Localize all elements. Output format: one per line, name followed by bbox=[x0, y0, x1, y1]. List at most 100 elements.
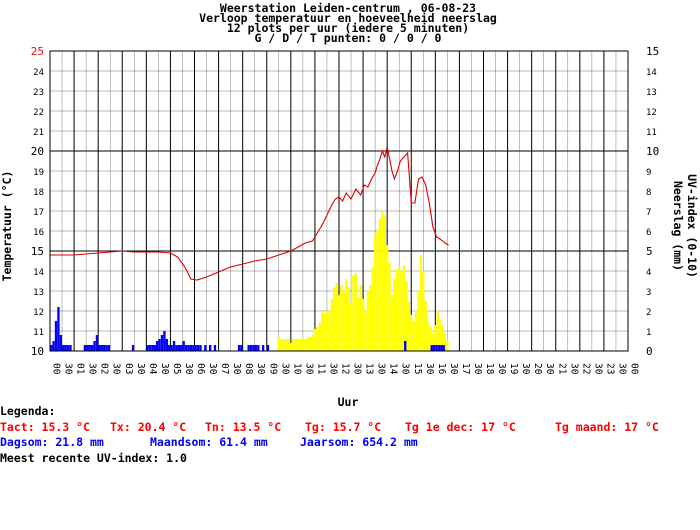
uv-bar bbox=[330, 299, 333, 351]
precipitation-bar bbox=[158, 339, 161, 351]
precipitation-bar bbox=[88, 345, 91, 351]
precipitation-bar bbox=[146, 345, 149, 351]
uv-bar bbox=[301, 337, 305, 351]
uv-bar bbox=[294, 339, 297, 351]
y-tick-label-right: 10 bbox=[646, 145, 659, 158]
x-tick-label: 30 bbox=[63, 363, 74, 375]
y-tick-label-right: 3 bbox=[646, 288, 651, 298]
y-tick-label-left: 24 bbox=[33, 68, 44, 78]
x-tick-label: 11 bbox=[315, 363, 326, 375]
uv-bar bbox=[373, 235, 377, 351]
uv-bar bbox=[359, 285, 362, 351]
precipitation-bar bbox=[208, 345, 212, 351]
x-tick-label: 30 bbox=[400, 363, 411, 375]
uv-bar bbox=[304, 339, 307, 351]
uv-bar bbox=[424, 301, 427, 351]
legend-tg: Tg: 15.7 °C bbox=[305, 420, 382, 434]
precipitation-bar bbox=[168, 345, 171, 351]
x-tick-label: 09 bbox=[267, 363, 278, 375]
precipitation-bar bbox=[192, 345, 195, 351]
precipitation-bars bbox=[50, 307, 445, 351]
uv-bar bbox=[407, 301, 411, 351]
uv-bar bbox=[410, 315, 413, 351]
precipitation-bar bbox=[155, 341, 159, 351]
precipitation-bar bbox=[69, 345, 72, 351]
uv-bar bbox=[311, 335, 314, 351]
legend-tg-decade: Tg 1e dec: 17 °C bbox=[405, 420, 516, 434]
precipitation-bar bbox=[184, 345, 188, 351]
y-tick-label-right: 13 bbox=[646, 88, 657, 98]
uv-bar bbox=[395, 269, 398, 351]
precipitation-bar bbox=[249, 345, 253, 351]
x-tick-label: 23 bbox=[604, 363, 615, 374]
uv-bar bbox=[320, 311, 324, 351]
y-axis-label-right-precipitation: Neerslag (mm) bbox=[671, 181, 685, 271]
uv-bar bbox=[361, 299, 365, 351]
x-tick-label: 30 bbox=[496, 363, 507, 375]
uv-bar bbox=[369, 285, 372, 351]
precipitation-bar bbox=[213, 345, 217, 351]
x-tick-label: 08 bbox=[243, 363, 254, 375]
precipitation-bar bbox=[430, 345, 433, 351]
x-tick-label: 30 bbox=[544, 363, 555, 375]
uv-bar bbox=[438, 319, 442, 351]
x-tick-label: 20 bbox=[532, 363, 543, 375]
precipitation-bar bbox=[59, 335, 63, 351]
uv-bar bbox=[366, 291, 370, 351]
legend-title: Legenda: bbox=[0, 404, 56, 418]
precipitation-bar bbox=[83, 345, 87, 351]
precipitation-bar bbox=[189, 345, 193, 351]
uv-bars bbox=[277, 211, 449, 351]
uv-bar bbox=[405, 281, 408, 351]
precipitation-bar bbox=[432, 345, 436, 351]
x-tick-label: 30 bbox=[568, 363, 579, 375]
x-tick-label: 05 bbox=[171, 363, 182, 374]
uv-bar bbox=[446, 341, 449, 351]
precipitation-bar bbox=[435, 345, 438, 351]
precipitation-bar bbox=[153, 345, 156, 351]
legend-maandsom: Maandsom: 61.4 mm bbox=[150, 435, 268, 449]
y-tick-label-left: 17 bbox=[33, 208, 44, 218]
x-tick-label: 30 bbox=[303, 363, 314, 375]
uv-bar bbox=[431, 333, 435, 351]
precipitation-bar bbox=[103, 345, 106, 351]
uv-bar bbox=[357, 297, 360, 351]
x-tick-label: 12 bbox=[340, 363, 351, 374]
uv-bar bbox=[376, 229, 379, 351]
y-tick-label-right: 12 bbox=[646, 108, 657, 118]
y-tick-label-right: 8 bbox=[646, 188, 651, 198]
uv-bar bbox=[313, 329, 317, 351]
y-tick-label-left: 23 bbox=[33, 88, 44, 98]
precipitation-bar bbox=[170, 345, 173, 351]
x-tick-label: 02 bbox=[99, 363, 110, 374]
precipitation-bar bbox=[247, 345, 250, 351]
y-axis-label-left: Temperatuur (°C) bbox=[0, 171, 14, 282]
x-tick-label: 00 bbox=[51, 363, 62, 375]
x-tick-label: 22 bbox=[580, 363, 591, 374]
y-tick-label-left: 14 bbox=[33, 268, 44, 278]
x-tick-label: 30 bbox=[135, 363, 146, 375]
y-tick-label-left: 19 bbox=[33, 168, 44, 178]
uv-bar bbox=[441, 325, 444, 351]
y-tick-label-right: 5 bbox=[646, 245, 653, 258]
precipitation-bar bbox=[50, 345, 53, 351]
x-tick-label: 30 bbox=[183, 363, 194, 375]
uv-bar bbox=[328, 311, 331, 351]
uv-bar bbox=[436, 311, 439, 351]
x-tick-label: 30 bbox=[472, 363, 483, 375]
temperature-line bbox=[50, 146, 449, 281]
uv-bar bbox=[414, 311, 418, 351]
precipitation-bar bbox=[172, 341, 176, 351]
x-tick-label: 14 bbox=[388, 363, 399, 375]
axes: 1011121314151617181920212223242501234567… bbox=[31, 45, 660, 375]
uv-bar bbox=[398, 267, 401, 351]
precipitation-bar bbox=[52, 341, 55, 351]
uv-bar bbox=[378, 219, 382, 351]
x-tick-label: 30 bbox=[279, 363, 290, 375]
chart-title-line-3: 12 plots per uur (iedere 5 minuten) bbox=[227, 21, 469, 35]
uv-bar bbox=[292, 339, 295, 351]
uv-bar bbox=[385, 245, 389, 351]
y-axis-label-right-uv: UV-index (0-10) bbox=[685, 174, 699, 278]
x-tick-label: 04 bbox=[147, 363, 158, 375]
y-tick-label-left: 12 bbox=[33, 308, 44, 318]
